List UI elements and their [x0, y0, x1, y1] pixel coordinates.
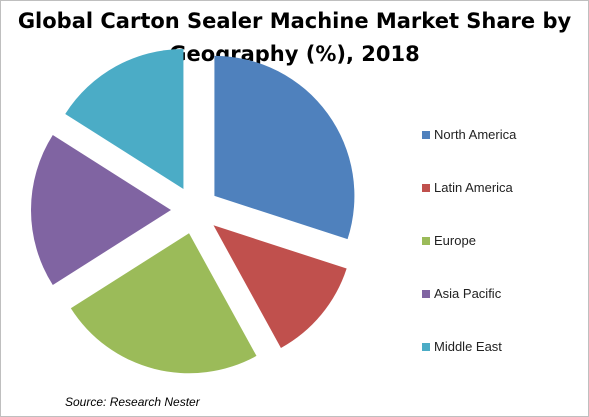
pie-slice-north-america	[214, 55, 355, 240]
pie-slice-latin-america	[213, 225, 347, 348]
legend-label-europe: Europe	[434, 233, 476, 248]
pie-slice-middle-east	[65, 48, 184, 189]
legend-swatch-europe	[422, 237, 430, 245]
legend-swatch-asia-pacific	[422, 290, 430, 298]
pie-slice-asia-pacific	[30, 134, 171, 286]
legend-label-latin-america: Latin America	[434, 180, 513, 195]
legend-label-middle-east: Middle East	[434, 339, 502, 354]
legend-swatch-latin-america	[422, 184, 430, 192]
legend-label-north-america: North America	[434, 127, 517, 142]
chart-title-line-2: Geography (%), 2018	[169, 42, 420, 66]
source-note: Source: Research Nester	[65, 395, 200, 409]
chart-title-line-1: Global Carton Sealer Machine Market Shar…	[17, 9, 572, 33]
legend-swatch-middle-east	[422, 343, 430, 351]
legend-label-asia-pacific: Asia Pacific	[434, 286, 502, 301]
chart-title: Global Carton Sealer Machine Market Shar…	[1, 5, 588, 71]
legend-swatch-north-america	[422, 131, 430, 139]
pie-slice-europe	[70, 233, 257, 374]
